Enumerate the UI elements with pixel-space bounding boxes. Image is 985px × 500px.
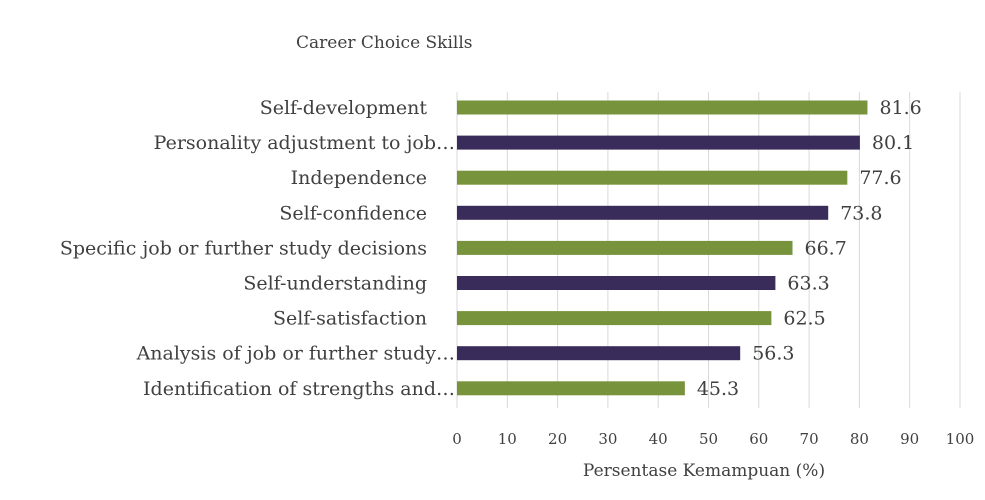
x-tick-label: 20 xyxy=(548,430,567,448)
data-label: 80.1 xyxy=(872,132,914,154)
bar xyxy=(457,205,829,220)
data-label: 62.5 xyxy=(783,308,825,330)
data-label: 66.7 xyxy=(805,237,847,259)
value-labels: 81.6 80.1 77.6 73.8 66.7 63.3 62.5 56.3 45.3 xyxy=(697,97,922,400)
category-label: Self-confidence xyxy=(279,202,427,224)
category-label: Self-understanding xyxy=(243,273,427,295)
data-label: 56.3 xyxy=(752,343,794,365)
bars xyxy=(457,100,868,396)
x-tick-label: 10 xyxy=(498,430,517,448)
data-label: 81.6 xyxy=(879,97,921,119)
data-label: 45.3 xyxy=(697,378,739,400)
category-label: Analysis of job or further study… xyxy=(136,343,455,365)
bar xyxy=(457,346,741,361)
category-labels: Self-development Personality adjustment t… xyxy=(60,97,455,400)
category-label: Specific job or further study decisions xyxy=(60,237,427,259)
category-label: Self-development xyxy=(260,97,428,119)
category-label: Independence xyxy=(291,167,427,189)
bar xyxy=(457,100,868,115)
category-label: Self-satisfaction xyxy=(273,308,427,330)
x-tick-label: 100 xyxy=(946,430,975,448)
bar xyxy=(457,135,860,150)
x-tick-label: 40 xyxy=(649,430,668,448)
data-label: 77.6 xyxy=(859,167,901,189)
chart-title: Career Choice Skills xyxy=(296,33,473,53)
data-label: 63.3 xyxy=(787,273,829,295)
category-label: Personality adjustment to job… xyxy=(154,132,455,154)
bar xyxy=(457,170,848,185)
x-tick-label: 0 xyxy=(452,430,462,448)
category-label: Identification of strengths and… xyxy=(143,378,455,400)
x-axis-ticks: 0 10 20 30 40 50 60 70 80 90 100 xyxy=(452,430,974,448)
x-tick-label: 90 xyxy=(900,430,919,448)
bar xyxy=(457,381,685,396)
x-tick-label: 80 xyxy=(850,430,869,448)
x-tick-label: 30 xyxy=(598,430,617,448)
x-tick-label: 50 xyxy=(699,430,718,448)
x-tick-label: 60 xyxy=(749,430,768,448)
x-axis-title: Persentase Kemampuan (%) xyxy=(583,461,825,481)
x-tick-label: 70 xyxy=(800,430,819,448)
data-label: 73.8 xyxy=(840,202,882,224)
bar xyxy=(457,311,772,326)
bar xyxy=(457,240,793,255)
bar xyxy=(457,276,776,290)
